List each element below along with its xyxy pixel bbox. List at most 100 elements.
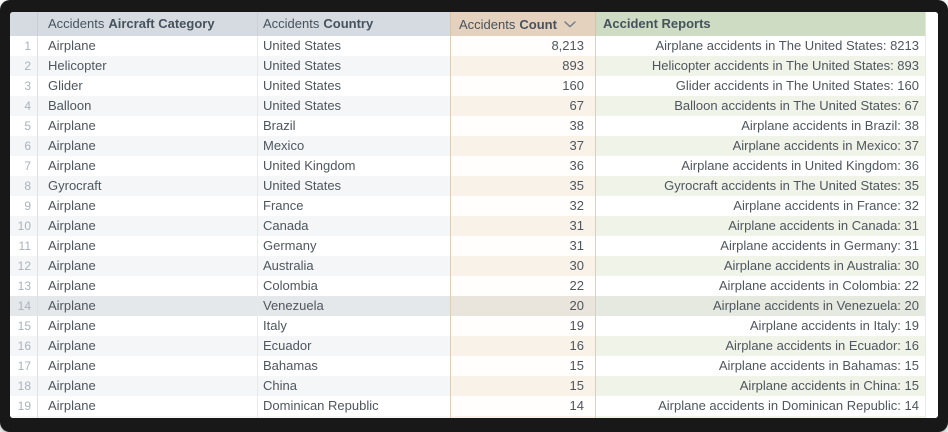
cell-accidents-count[interactable]: 14: [450, 396, 595, 416]
cell-accidents-count[interactable]: [450, 416, 595, 418]
table-row[interactable]: 7 Airplane United Kingdom 36 Airplane ac…: [10, 156, 938, 176]
cell-country[interactable]: Mexico: [258, 136, 450, 156]
cell-country[interactable]: Ecuador: [258, 336, 450, 356]
cell-accidents-count[interactable]: 38: [450, 116, 595, 136]
cell-aircraft-category[interactable]: Airplane: [38, 356, 258, 376]
table-row[interactable]: 13 Airplane Colombia 22 Airplane acciden…: [10, 276, 938, 296]
cell-aircraft-category[interactable]: Airplane: [38, 296, 258, 316]
cell-country[interactable]: Canada: [258, 216, 450, 236]
table-row[interactable]: 19 Airplane Dominican Republic 14 Airpla…: [10, 396, 938, 416]
cell-accident-report[interactable]: Airplane accidents in China: 15: [595, 376, 925, 396]
cell-accidents-count[interactable]: 15: [450, 356, 595, 376]
cell-aircraft-category[interactable]: Airplane: [38, 196, 258, 216]
cell-aircraft-category[interactable]: Balloon: [38, 96, 258, 116]
cell-accident-report[interactable]: Airplane accidents in Germany: 31: [595, 236, 925, 256]
cell-accident-report[interactable]: Airplane accidents in Italy: 19: [595, 316, 925, 336]
cell-accident-report[interactable]: Helicopter accidents in The United State…: [595, 56, 925, 76]
cell-country[interactable]: Australia: [258, 256, 450, 276]
table-row[interactable]: 6 Airplane Mexico 37 Airplane accidents …: [10, 136, 938, 156]
cell-accidents-count[interactable]: 31: [450, 236, 595, 256]
cell-accidents-count[interactable]: 893: [450, 56, 595, 76]
cell-accidents-count[interactable]: 16: [450, 336, 595, 356]
cell-country[interactable]: Bahamas: [258, 356, 450, 376]
cell-aircraft-category[interactable]: Airplane: [38, 156, 258, 176]
table-row[interactable]: 14 Airplane Venezuela 20 Airplane accide…: [10, 296, 938, 316]
table-row[interactable]: 15 Airplane Italy 19 Airplane accidents …: [10, 316, 938, 336]
cell-aircraft-category[interactable]: Airplane: [38, 336, 258, 356]
cell-accidents-count[interactable]: 35: [450, 176, 595, 196]
sort-desc-chevron-down-icon[interactable]: [564, 12, 576, 36]
column-header-accident-reports[interactable]: Accident Reports: [595, 12, 925, 36]
cell-country[interactable]: United Kingdom: [258, 156, 450, 176]
cell-aircraft-category[interactable]: Airplane: [38, 236, 258, 256]
cell-country[interactable]: Brazil: [258, 116, 450, 136]
column-header-count-sorted[interactable]: Accidents Count: [450, 12, 595, 36]
cell-country[interactable]: United States: [258, 56, 450, 76]
table-row[interactable]: 4 Balloon United States 67 Balloon accid…: [10, 96, 938, 116]
table-row[interactable]: 12 Airplane Australia 30 Airplane accide…: [10, 256, 938, 276]
cell-accidents-count[interactable]: 8,213: [450, 36, 595, 56]
cell-accident-report[interactable]: Airplane accidents in United Kingdom: 36: [595, 156, 925, 176]
column-header-country[interactable]: Accidents Country: [258, 12, 450, 36]
table-row[interactable]: 18 Airplane China 15 Airplane accidents …: [10, 376, 938, 396]
partially-visible-row[interactable]: [10, 416, 938, 418]
cell-accident-report[interactable]: Glider accidents in The United States: 1…: [595, 76, 925, 96]
cell-country[interactable]: Germany: [258, 236, 450, 256]
cell-aircraft-category[interactable]: Airplane: [38, 316, 258, 336]
cell-accident-report[interactable]: Airplane accidents in Ecuador: 16: [595, 336, 925, 356]
table-row[interactable]: 1 Airplane United States 8,213 Airplane …: [10, 36, 938, 56]
cell-accident-report[interactable]: Airplane accidents in Australia: 30: [595, 256, 925, 276]
cell-aircraft-category[interactable]: Airplane: [38, 276, 258, 296]
cell-accidents-count[interactable]: 37: [450, 136, 595, 156]
cell-aircraft-category[interactable]: Airplane: [38, 136, 258, 156]
table-row[interactable]: 3 Glider United States 160 Glider accide…: [10, 76, 938, 96]
table-row[interactable]: 16 Airplane Ecuador 16 Airplane accident…: [10, 336, 938, 356]
cell-aircraft-category[interactable]: Glider: [38, 76, 258, 96]
table-row[interactable]: 5 Airplane Brazil 38 Airplane accidents …: [10, 116, 938, 136]
table-row[interactable]: 2 Helicopter United States 893 Helicopte…: [10, 56, 938, 76]
cell-country[interactable]: United States: [258, 36, 450, 56]
cell-country[interactable]: Colombia: [258, 276, 450, 296]
cell-accident-report[interactable]: [595, 416, 925, 418]
cell-aircraft-category[interactable]: Helicopter: [38, 56, 258, 76]
cell-accidents-count[interactable]: 67: [450, 96, 595, 116]
cell-accident-report[interactable]: Airplane accidents in Mexico: 37: [595, 136, 925, 156]
table-row[interactable]: 17 Airplane Bahamas 15 Airplane accident…: [10, 356, 938, 376]
cell-accident-report[interactable]: Airplane accidents in Dominican Republic…: [595, 396, 925, 416]
cell-accident-report[interactable]: Gyrocraft accidents in The United States…: [595, 176, 925, 196]
cell-accident-report[interactable]: Airplane accidents in France: 32: [595, 196, 925, 216]
cell-aircraft-category[interactable]: Airplane: [38, 116, 258, 136]
cell-accident-report[interactable]: Airplane accidents in Venezuela: 20: [595, 296, 925, 316]
cell-accidents-count[interactable]: 19: [450, 316, 595, 336]
cell-accidents-count[interactable]: 31: [450, 216, 595, 236]
cell-accidents-count[interactable]: 32: [450, 196, 595, 216]
cell-country[interactable]: Dominican Republic: [258, 396, 450, 416]
table-row[interactable]: 11 Airplane Germany 31 Airplane accident…: [10, 236, 938, 256]
cell-aircraft-category[interactable]: Airplane: [38, 396, 258, 416]
column-header-aircraft-category[interactable]: Accidents Aircraft Category: [38, 12, 258, 36]
cell-accident-report[interactable]: Balloon accidents in The United States: …: [595, 96, 925, 116]
cell-accidents-count[interactable]: 160: [450, 76, 595, 96]
cell-accident-report[interactable]: Airplane accidents in Colombia: 22: [595, 276, 925, 296]
cell-aircraft-category[interactable]: Airplane: [38, 256, 258, 276]
cell-accidents-count[interactable]: 30: [450, 256, 595, 276]
cell-accident-report[interactable]: Airplane accidents in Bahamas: 15: [595, 356, 925, 376]
cell-country[interactable]: United States: [258, 76, 450, 96]
cell-accidents-count[interactable]: 36: [450, 156, 595, 176]
cell-accident-report[interactable]: Airplane accidents in Brazil: 38: [595, 116, 925, 136]
cell-country[interactable]: United States: [258, 176, 450, 196]
cell-country[interactable]: Venezuela: [258, 296, 450, 316]
cell-aircraft-category[interactable]: Airplane: [38, 216, 258, 236]
cell-accidents-count[interactable]: 20: [450, 296, 595, 316]
table-row[interactable]: 10 Airplane Canada 31 Airplane accidents…: [10, 216, 938, 236]
cell-aircraft-category[interactable]: Airplane: [38, 36, 258, 56]
cell-accidents-count[interactable]: 22: [450, 276, 595, 296]
cell-country[interactable]: France: [258, 196, 450, 216]
table-row[interactable]: 8 Gyrocraft United States 35 Gyrocraft a…: [10, 176, 938, 196]
cell-accident-report[interactable]: Airplane accidents in The United States:…: [595, 36, 925, 56]
cell-aircraft-category[interactable]: [38, 416, 258, 418]
cell-aircraft-category[interactable]: Gyrocraft: [38, 176, 258, 196]
cell-accident-report[interactable]: Airplane accidents in Canada: 31: [595, 216, 925, 236]
cell-country[interactable]: [258, 416, 450, 418]
cell-aircraft-category[interactable]: Airplane: [38, 376, 258, 396]
